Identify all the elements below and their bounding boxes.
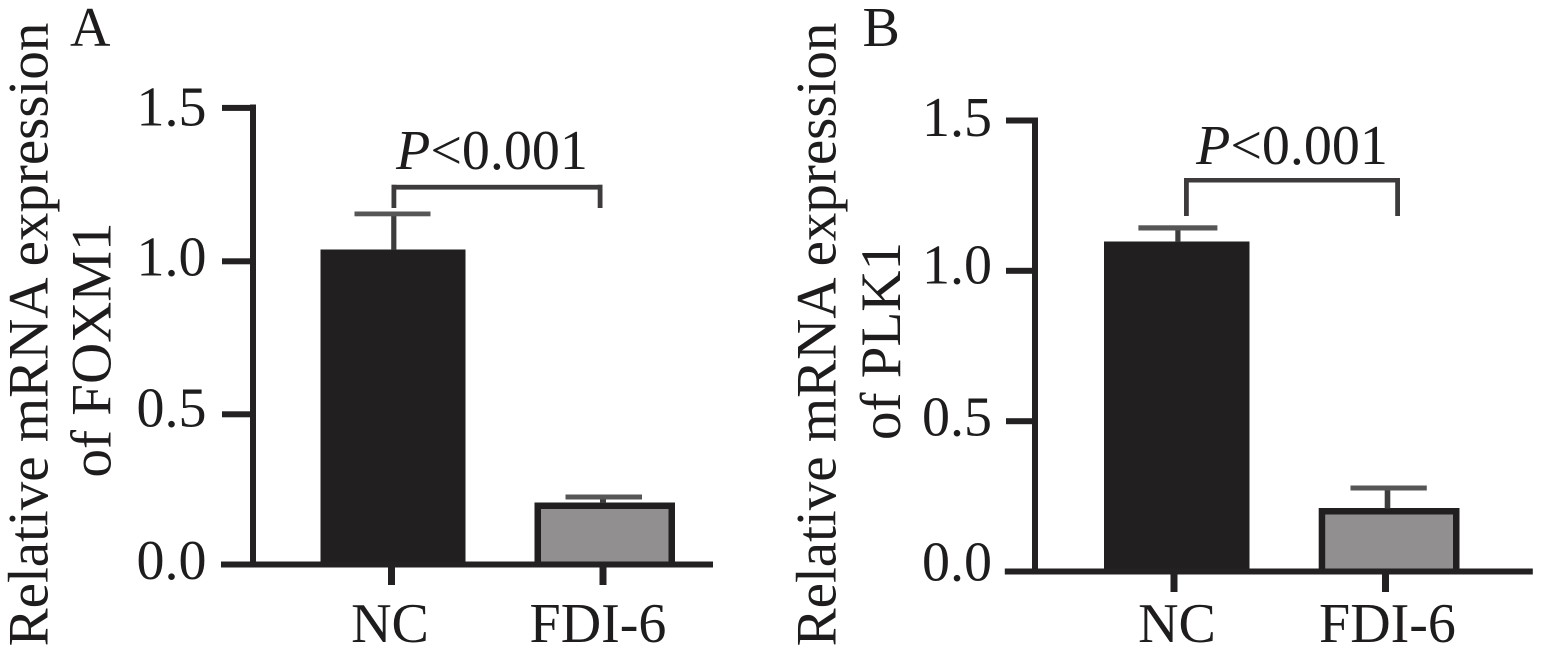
svg-text:Relative mRNA expression: Relative mRNA expression (786, 23, 849, 647)
svg-text:1.5: 1.5 (922, 87, 992, 149)
svg-text:0.0: 0.0 (137, 530, 207, 592)
svg-text:0.0: 0.0 (922, 532, 992, 594)
svg-text:B: B (863, 0, 900, 59)
svg-text:0.5: 0.5 (922, 387, 992, 449)
svg-text:1.0: 1.0 (922, 235, 992, 297)
svg-text:FDI-6: FDI-6 (1319, 593, 1456, 655)
svg-text:FDI-6: FDI-6 (530, 593, 667, 655)
svg-text:NC: NC (351, 593, 429, 655)
svg-text:0.5: 0.5 (137, 378, 207, 440)
svg-text:1.0: 1.0 (137, 227, 207, 289)
svg-text:of FOXM1: of FOXM1 (61, 223, 124, 478)
svg-text:A: A (70, 0, 111, 59)
svg-text:P<0.001: P<0.001 (395, 120, 588, 182)
svg-text:of PLK1: of PLK1 (850, 242, 913, 440)
svg-text:1.5: 1.5 (137, 77, 207, 139)
svg-text:Relative mRNA expression: Relative mRNA expression (0, 23, 61, 647)
svg-text:NC: NC (1138, 593, 1216, 655)
svg-text:P<0.001: P<0.001 (1195, 115, 1388, 177)
